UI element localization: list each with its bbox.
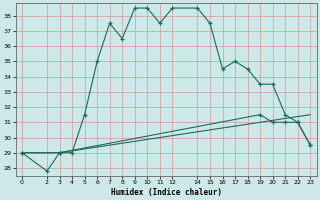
X-axis label: Humidex (Indice chaleur): Humidex (Indice chaleur) bbox=[111, 188, 221, 197]
